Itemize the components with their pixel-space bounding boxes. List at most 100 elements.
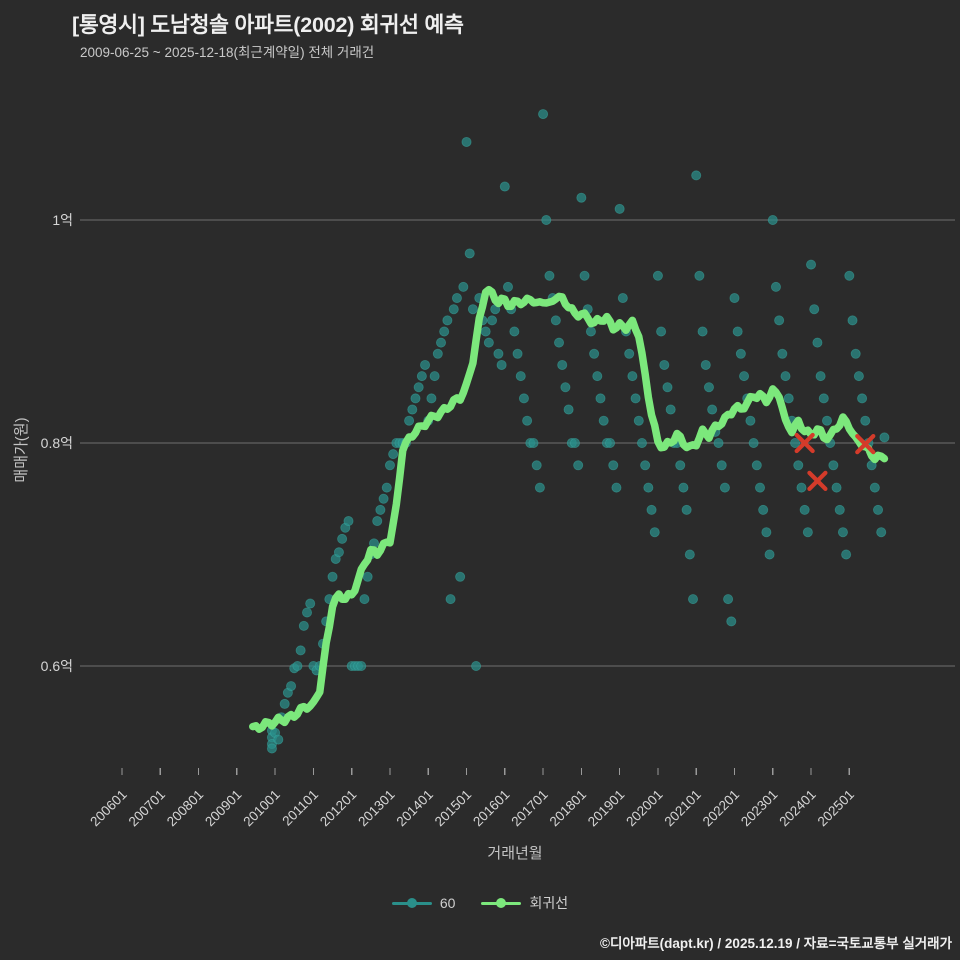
- legend-swatch-scatter-icon: [391, 897, 432, 909]
- scatter-point: [298, 620, 309, 631]
- scatter-point: [595, 393, 606, 404]
- scatter-point: [729, 293, 740, 304]
- legend-label-scatter: 60: [439, 895, 456, 911]
- scatter-point: [302, 607, 313, 618]
- scatter-point: [850, 348, 861, 359]
- scatter-point: [815, 371, 826, 382]
- scatter-point: [617, 293, 628, 304]
- x-axis-tick-label: 201101: [279, 787, 321, 829]
- x-axis-tick-label: 201901: [585, 787, 627, 829]
- scatter-point: [429, 371, 440, 382]
- scatter-point: [652, 270, 663, 281]
- legend-label-regression: 회귀선: [529, 895, 569, 911]
- scatter-point: [745, 415, 756, 426]
- scatter-point: [569, 437, 580, 448]
- scatter-point: [723, 594, 734, 605]
- scatter-point: [541, 214, 552, 225]
- scatter-point: [464, 248, 475, 259]
- scatter-point: [678, 482, 689, 493]
- scatter-point: [758, 504, 769, 515]
- scatter-point: [751, 460, 762, 471]
- scatter-point: [719, 482, 730, 493]
- scatter-point: [853, 371, 864, 382]
- scatter-point: [499, 181, 510, 192]
- scatter-point: [828, 460, 839, 471]
- scatter-point: [388, 449, 399, 460]
- scatter-point: [806, 259, 817, 270]
- scatter-point: [755, 482, 766, 493]
- scatter-point: [451, 293, 462, 304]
- scatter-point: [876, 527, 887, 538]
- scatter-point: [557, 359, 568, 370]
- scatter-point: [518, 393, 529, 404]
- scatter-point: [416, 371, 427, 382]
- scatter-point: [550, 315, 561, 326]
- scatter-point: [761, 527, 772, 538]
- x-axis-tick-label: 201801: [547, 787, 589, 829]
- scatter-point: [879, 432, 890, 443]
- scatter-point: [662, 382, 673, 393]
- scatter-point: [780, 371, 791, 382]
- scatter-point: [512, 348, 523, 359]
- prediction-marker-x-icon: [807, 470, 828, 492]
- scatter-point: [873, 504, 884, 515]
- legend-item-regression[interactable]: 회귀선: [481, 893, 568, 913]
- scatter-point: [675, 460, 686, 471]
- x-axis-tick-label: 200601: [87, 787, 129, 829]
- scatter-point: [847, 315, 858, 326]
- scatter-point: [802, 527, 813, 538]
- scatter-point: [860, 415, 871, 426]
- scatter-point: [410, 393, 421, 404]
- scatter-point: [445, 594, 456, 605]
- x-axis-tick-label: 200901: [202, 787, 244, 829]
- scatter-point: [531, 460, 542, 471]
- scatter-point: [844, 270, 855, 281]
- scatter-point: [818, 393, 829, 404]
- x-axis-tick-label: 200701: [126, 787, 168, 829]
- scatter-points-group: [266, 109, 890, 754]
- scatter-point: [471, 661, 482, 672]
- scatter-point: [420, 359, 431, 370]
- scatter-point: [656, 326, 667, 337]
- scatter-point: [783, 393, 794, 404]
- scatter-point: [821, 415, 832, 426]
- scatter-point: [764, 549, 775, 560]
- prediction-marker-x-icon: [855, 434, 876, 455]
- scatter-point: [576, 192, 587, 203]
- scatter-point: [487, 315, 498, 326]
- scatter-point: [649, 527, 660, 538]
- scatter-point: [732, 326, 743, 337]
- scatter-point: [837, 527, 848, 538]
- scatter-point: [624, 348, 635, 359]
- scatter-point: [579, 270, 590, 281]
- scatter-point: [636, 437, 647, 448]
- scatter-point: [799, 504, 810, 515]
- scatter-point: [598, 415, 609, 426]
- scatter-point: [563, 404, 574, 415]
- scatter-point: [793, 460, 804, 471]
- scatter-point: [292, 661, 303, 672]
- scatter-point: [694, 270, 705, 281]
- scatter-point: [266, 743, 277, 754]
- x-axis-tick-label: 202401: [776, 787, 818, 829]
- regression-line-group: [249, 285, 889, 733]
- scatter-point: [515, 371, 526, 382]
- x-axis-ticks-group: 2006012007012008012009012010012011012012…: [87, 768, 857, 829]
- scatter-point: [703, 382, 714, 393]
- scatter-point: [640, 460, 651, 471]
- prediction-marker-x-icon: [794, 432, 815, 454]
- scatter-point: [716, 460, 727, 471]
- scatter-point: [665, 404, 676, 415]
- legend-item-scatter[interactable]: 60: [391, 895, 456, 911]
- y-axis-tick-label: 1억: [52, 212, 73, 228]
- scatter-point: [305, 598, 316, 609]
- scatter-point: [713, 437, 724, 448]
- scatter-point: [812, 337, 823, 348]
- scatter-point: [534, 482, 545, 493]
- footer-credit: ©디아파트(dapt.kr) / 2025.12.19 / 자료=국토교통부 실…: [600, 936, 952, 951]
- y-axis-tick-label: 0.6억: [41, 658, 73, 674]
- y-axis-ticks-group: 1억 0.8억 0.6억: [41, 212, 73, 674]
- legend-swatch-regression-icon: [481, 897, 522, 909]
- scatter-point: [538, 109, 549, 120]
